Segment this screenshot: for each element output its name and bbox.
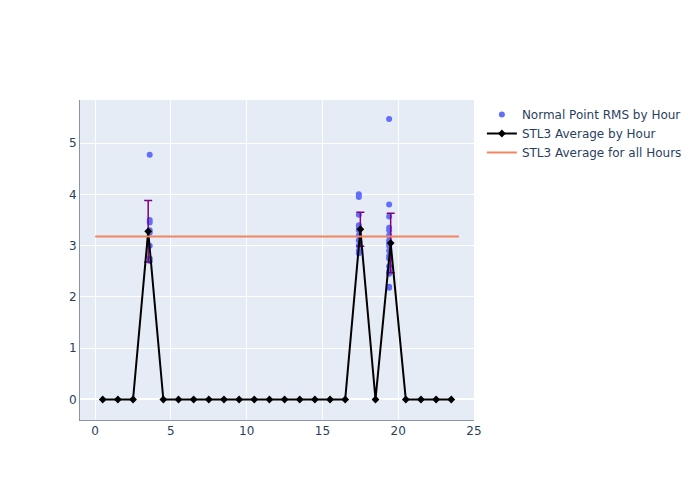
svg-text:20: 20 bbox=[391, 424, 406, 438]
svg-text:10: 10 bbox=[239, 424, 254, 438]
svg-text:25: 25 bbox=[466, 424, 481, 438]
svg-text:0: 0 bbox=[91, 424, 99, 438]
svg-text:STL3 Average for all Hours: STL3 Average for all Hours bbox=[522, 146, 681, 160]
svg-text:STL3 Average by Hour: STL3 Average by Hour bbox=[522, 127, 656, 141]
svg-text:5: 5 bbox=[69, 136, 77, 150]
svg-text:5: 5 bbox=[167, 424, 175, 438]
svg-text:0: 0 bbox=[69, 393, 77, 407]
svg-text:1: 1 bbox=[69, 341, 77, 355]
svg-text:3: 3 bbox=[69, 239, 77, 253]
svg-text:15: 15 bbox=[315, 424, 330, 438]
svg-text:4: 4 bbox=[69, 188, 77, 202]
svg-text:2: 2 bbox=[69, 290, 77, 304]
svg-text:Normal Point RMS by Hour: Normal Point RMS by Hour bbox=[522, 108, 680, 122]
